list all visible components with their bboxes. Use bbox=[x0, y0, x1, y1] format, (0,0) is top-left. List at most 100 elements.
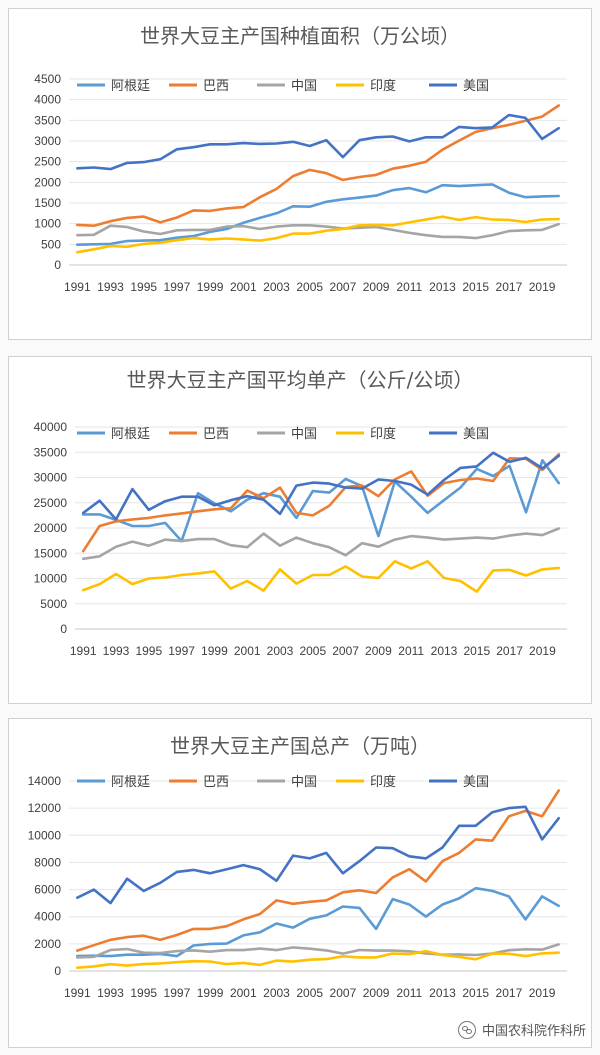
y-tick-label: 35000 bbox=[34, 445, 68, 459]
x-tick-label: 2005 bbox=[296, 986, 323, 1000]
x-tick-label: 2009 bbox=[365, 644, 392, 658]
y-tick-label: 3000 bbox=[34, 134, 61, 148]
y-tick-label: 5000 bbox=[40, 597, 67, 611]
y-tick-label: 10000 bbox=[28, 828, 62, 842]
x-tick-label: 2005 bbox=[296, 280, 323, 294]
x-tick-label: 2013 bbox=[431, 644, 458, 658]
x-tick-label: 2019 bbox=[529, 644, 556, 658]
x-tick-label: 2001 bbox=[234, 644, 261, 658]
y-tick-label: 20000 bbox=[34, 521, 68, 535]
legend-label: 阿根廷 bbox=[111, 79, 150, 94]
y-tick-label: 8000 bbox=[34, 855, 61, 869]
y-tick-label: 0 bbox=[60, 622, 67, 636]
y-tick-label: 0 bbox=[54, 964, 61, 978]
x-tick-label: 1997 bbox=[164, 280, 191, 294]
x-tick-label: 2013 bbox=[429, 986, 456, 1000]
y-tick-label: 2000 bbox=[34, 175, 61, 189]
legend-label: 巴西 bbox=[203, 775, 229, 790]
legend-label: 印度 bbox=[370, 78, 396, 94]
x-tick-label: 2007 bbox=[330, 986, 357, 1000]
x-tick-label: 2013 bbox=[429, 280, 456, 294]
y-tick-label: 4000 bbox=[34, 93, 61, 107]
x-tick-label: 1997 bbox=[168, 644, 195, 658]
y-tick-label: 1000 bbox=[34, 217, 61, 231]
y-tick-label: 6000 bbox=[34, 883, 61, 897]
chart-title: 世界大豆主产国总产（万吨） bbox=[170, 734, 430, 758]
x-tick-label: 2011 bbox=[398, 644, 424, 658]
x-tick-label: 2003 bbox=[263, 280, 290, 294]
legend-label: 美国 bbox=[463, 79, 489, 94]
legend-label: 美国 bbox=[463, 427, 489, 442]
x-tick-label: 2015 bbox=[463, 644, 490, 658]
y-tick-label: 10000 bbox=[34, 572, 68, 586]
x-tick-label: 2017 bbox=[496, 644, 523, 658]
series-line-印度 bbox=[76, 949, 561, 969]
series-line-印度 bbox=[76, 215, 561, 254]
x-tick-label: 1995 bbox=[130, 986, 157, 1000]
area-chart: 世界大豆主产国种植面积（万公顷） 0 500 1000 1500 2000 2500 3000… bbox=[34, 24, 567, 294]
y-tick-label: 2500 bbox=[34, 155, 61, 169]
x-tick-label: 2011 bbox=[396, 986, 422, 1000]
x-tick-label: 2019 bbox=[529, 280, 556, 294]
x-tick-label: 1991 bbox=[70, 644, 97, 658]
series-line-巴西 bbox=[81, 453, 561, 553]
y-tick-label: 3500 bbox=[34, 113, 61, 127]
series-line-阿根廷 bbox=[76, 183, 561, 246]
x-tick-label: 2015 bbox=[462, 986, 489, 1000]
x-tick-label: 2017 bbox=[496, 986, 523, 1000]
x-tick-label: 2003 bbox=[263, 986, 290, 1000]
y-tick-label: 4000 bbox=[34, 910, 61, 924]
series-line-美国 bbox=[76, 805, 561, 905]
series-line-美国 bbox=[81, 451, 561, 521]
y-tick-label: 30000 bbox=[34, 471, 68, 485]
legend-label: 美国 bbox=[463, 775, 489, 790]
x-tick-label: 2015 bbox=[462, 280, 489, 294]
y-tick-label: 40000 bbox=[34, 420, 68, 434]
x-tick-label: 2003 bbox=[267, 644, 294, 658]
series-line-阿根廷 bbox=[81, 459, 561, 543]
series-line-巴西 bbox=[76, 789, 561, 952]
x-tick-label: 1999 bbox=[197, 280, 224, 294]
legend-label: 巴西 bbox=[203, 427, 229, 442]
x-tick-label: 1993 bbox=[97, 280, 124, 294]
x-tick-label: 1997 bbox=[164, 986, 191, 1000]
y-tick-label: 25000 bbox=[34, 496, 68, 510]
legend-label: 中国 bbox=[291, 79, 317, 94]
production-chart: 世界大豆主产国总产（万吨） 0 2000 4000 6000 8000 10000 12000… bbox=[28, 734, 567, 1000]
x-tick-label: 1995 bbox=[135, 644, 162, 658]
x-tick-label: 1993 bbox=[97, 986, 124, 1000]
x-tick-label: 2007 bbox=[332, 644, 359, 658]
series-line-阿根廷 bbox=[76, 886, 561, 958]
series-line-中国 bbox=[81, 527, 561, 561]
x-tick-label: 1993 bbox=[103, 644, 130, 658]
y-tick-label: 500 bbox=[41, 237, 61, 251]
x-tick-label: 2001 bbox=[230, 280, 257, 294]
legend-label: 中国 bbox=[291, 775, 317, 790]
series-line-中国 bbox=[76, 943, 561, 959]
y-tick-label: 4500 bbox=[34, 72, 61, 86]
chart-panel-area: 世界大豆主产国种植面积（万公顷） 0 500 1000 1500 2000 2500 3000… bbox=[8, 8, 592, 340]
x-tick-label: 2001 bbox=[230, 986, 257, 1000]
yield-chart: 世界大豆主产国平均单产（公斤/公顷） 0 5000 10000 15000 20000 25… bbox=[34, 368, 567, 658]
y-tick-label: 2000 bbox=[34, 937, 61, 951]
series-line-印度 bbox=[81, 560, 561, 593]
x-tick-label: 2009 bbox=[363, 280, 390, 294]
y-tick-label: 1500 bbox=[34, 196, 61, 210]
x-tick-label: 1991 bbox=[64, 280, 91, 294]
x-tick-label: 2011 bbox=[396, 280, 422, 294]
y-tick-label: 0 bbox=[54, 258, 61, 272]
x-tick-label: 1999 bbox=[201, 644, 228, 658]
y-tick-label: 15000 bbox=[34, 546, 68, 560]
series-line-美国 bbox=[76, 113, 561, 171]
y-tick-label: 14000 bbox=[28, 774, 62, 788]
x-tick-label: 2019 bbox=[529, 986, 556, 1000]
legend-label: 印度 bbox=[370, 426, 396, 442]
x-tick-label: 1999 bbox=[197, 986, 224, 1000]
x-tick-label: 2009 bbox=[363, 986, 390, 1000]
watermark-text: 中国农科院作科所 bbox=[481, 1024, 586, 1039]
wechat-icon bbox=[457, 1020, 476, 1039]
x-tick-label: 2007 bbox=[330, 280, 357, 294]
y-tick-label: 12000 bbox=[28, 801, 62, 815]
chart-title: 世界大豆主产国平均单产（公斤/公顷） bbox=[127, 368, 474, 392]
series-line-巴西 bbox=[76, 104, 561, 227]
